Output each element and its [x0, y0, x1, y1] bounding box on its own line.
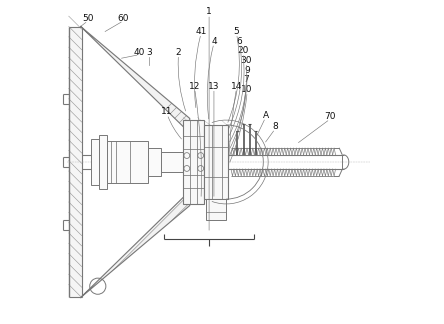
Text: 11: 11 [162, 108, 173, 117]
Text: 5: 5 [234, 27, 239, 36]
Text: 60: 60 [118, 14, 129, 23]
Bar [206, 199, 226, 220]
Bar [161, 152, 190, 172]
Bar [148, 148, 161, 176]
Text: 40: 40 [134, 48, 146, 57]
Text: 3: 3 [147, 48, 152, 57]
Bar [107, 141, 148, 183]
Text: 1: 1 [206, 7, 212, 17]
Text: 50: 50 [83, 14, 94, 23]
Bar [91, 139, 99, 185]
Text: 4: 4 [211, 37, 217, 45]
Polygon shape [69, 27, 82, 297]
Bar [183, 120, 204, 204]
Text: 7: 7 [243, 75, 249, 84]
Text: 41: 41 [195, 27, 207, 36]
Text: 6: 6 [237, 37, 242, 45]
Polygon shape [81, 191, 190, 297]
Bar [204, 125, 229, 199]
Text: 9: 9 [244, 65, 250, 75]
Text: A: A [262, 111, 269, 120]
Text: 70: 70 [324, 112, 336, 121]
Polygon shape [81, 27, 190, 133]
Bar [99, 134, 107, 190]
Text: 2: 2 [176, 48, 181, 57]
Text: 13: 13 [208, 82, 220, 91]
Text: 10: 10 [242, 85, 253, 94]
Text: 8: 8 [272, 122, 278, 131]
Text: 12: 12 [189, 82, 200, 91]
Text: 14: 14 [231, 82, 242, 91]
Text: 20: 20 [237, 46, 249, 55]
Text: 30: 30 [241, 56, 252, 65]
